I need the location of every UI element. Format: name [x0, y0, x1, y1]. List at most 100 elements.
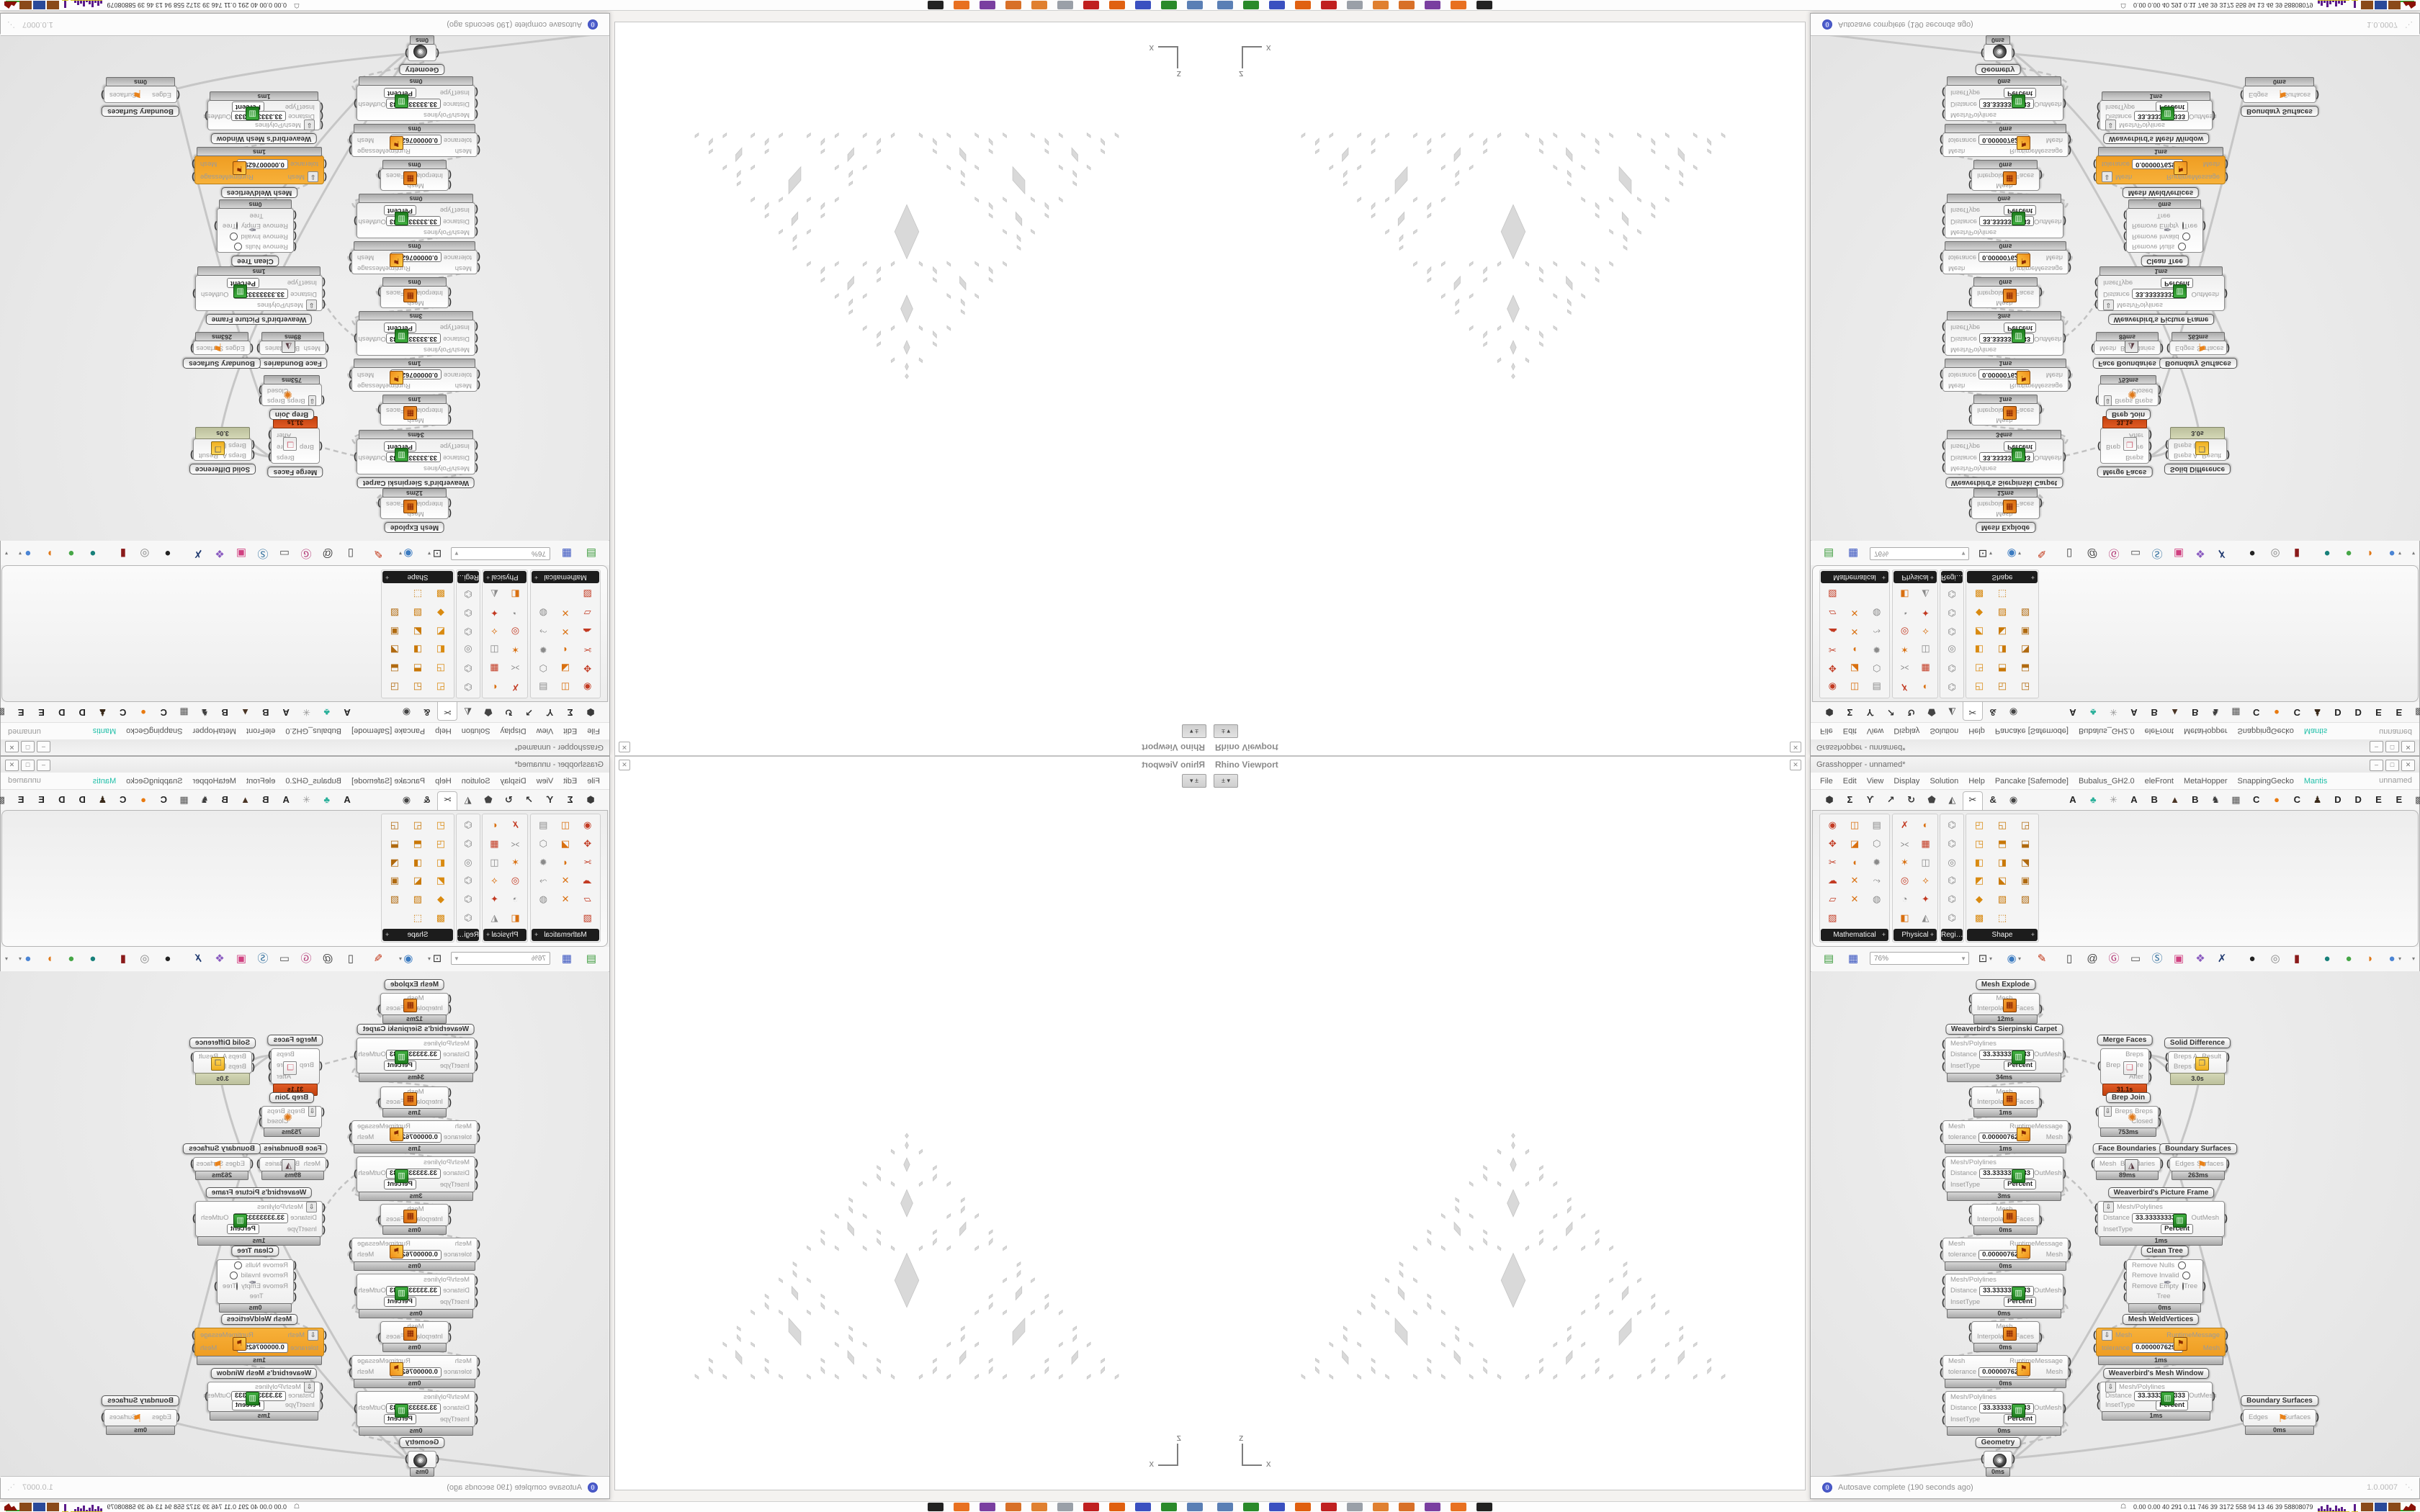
component-tab-icon[interactable]: Σ — [567, 794, 573, 805]
component-icon[interactable]: ◰ — [436, 819, 446, 830]
node-label-boundary-surfaces-2[interactable]: Boundary Surfaces — [102, 1395, 179, 1406]
component-tab-icon[interactable]: D — [2334, 707, 2341, 718]
component-icon[interactable]: ◲ — [390, 682, 400, 693]
paint-app-icon[interactable] — [1373, 1503, 1389, 1511]
component-tab-icon[interactable]: ↗ — [1886, 794, 1895, 805]
chevron-down-icon[interactable]: ▾ — [18, 955, 22, 962]
component-icon[interactable]: ✦ — [490, 607, 498, 618]
toolbar-button-icon[interactable]: ▭ — [279, 953, 290, 965]
component-icon[interactable]: ◨ — [1997, 856, 2007, 868]
owl-app-icon[interactable] — [1425, 1, 1440, 9]
node-label-solid-difference[interactable]: Solid Difference — [189, 464, 256, 474]
gh-node-weld-3[interactable]: (Mesh RuntimeMessage)(tolerance 0.00000762… — [349, 124, 480, 157]
gh-node-weld-2[interactable]: (Mesh RuntimeMessage)(tolerance 0.00000762… — [349, 1238, 480, 1271]
component-icon[interactable]: ⌬ — [464, 875, 472, 886]
chevron-down-icon[interactable]: ▾ — [1989, 550, 1993, 557]
component-tab-icon[interactable]: ✳ — [302, 707, 310, 718]
palette-category-label[interactable]: Regi… — [457, 571, 479, 583]
component-tab-icon[interactable]: ▩ — [2414, 794, 2420, 805]
component-tab-icon[interactable]: ● — [2274, 707, 2280, 718]
gh-node-geometry[interactable]: () ◉ 0ms — [405, 1451, 439, 1477]
component-tab-icon[interactable]: Σ — [567, 707, 573, 718]
chevron-down-icon[interactable]: ▼ — [454, 955, 460, 962]
component-icon[interactable]: ◖ — [1852, 856, 1857, 868]
component-icon[interactable]: ◱ — [1997, 819, 2007, 830]
menu-item-view[interactable]: View — [1866, 776, 1884, 786]
component-icon[interactable]: ◆ — [437, 894, 444, 905]
component-icon[interactable]: ⪥ — [1900, 663, 1909, 675]
node-label-boundary-surfaces-1[interactable]: Boundary Surfaces — [2159, 1143, 2237, 1154]
menu-item-pancake-safemode-[interactable]: Pancake [Safemode] — [351, 726, 426, 736]
gh-node-clean-tree[interactable]: (Remove Nulls(Remove Invalid(Remove Empt… — [2123, 199, 2206, 253]
node-label-solid-difference[interactable]: Solid Difference — [189, 1038, 256, 1048]
node-label-geometry[interactable]: Geometry — [399, 64, 445, 75]
flatten-icon[interactable]: ⇩ — [2104, 395, 2112, 406]
component-tab-icon[interactable]: ▦ — [179, 707, 189, 718]
component-tab-icon[interactable]: ✂ — [443, 707, 452, 718]
menu-item-pancake-safemode-[interactable]: Pancake [Safemode] — [1994, 726, 2069, 736]
toolbar-button-icon[interactable]: ● — [2323, 547, 2331, 559]
component-icon[interactable]: ▱ — [583, 894, 591, 905]
toolbar-button-icon[interactable]: ⊡ — [432, 547, 442, 559]
component-icon[interactable]: ▣ — [2020, 875, 2030, 886]
toolbar-button-icon[interactable]: ▤ — [586, 953, 597, 965]
component-icon[interactable]: ⬔ — [2020, 644, 2030, 656]
menu-item-edit[interactable]: Edit — [1842, 776, 1857, 786]
component-icon[interactable]: ⌬ — [464, 626, 472, 637]
port-toggle-icon[interactable] — [229, 232, 238, 240]
toolbar-button-icon[interactable]: ✗ — [2217, 547, 2227, 559]
chevron-down-icon[interactable]: ▾ — [2398, 550, 2402, 557]
component-icon[interactable]: ◖ — [563, 856, 568, 868]
node-label-merge-faces[interactable]: Merge Faces — [2097, 467, 2153, 477]
component-icon[interactable]: ▣ — [2020, 626, 2030, 637]
component-tab-icon[interactable]: ▩ — [0, 794, 9, 806]
flatten-icon[interactable]: ⇩ — [2103, 299, 2114, 310]
component-icon[interactable]: ◫ — [1850, 819, 1860, 830]
component-tab-icon[interactable]: ⬢ — [586, 707, 595, 718]
component-icon[interactable]: ✦ — [490, 894, 498, 905]
component-tab-icon[interactable]: ⬢ — [586, 794, 595, 805]
component-icon[interactable]: ☁ — [583, 875, 593, 886]
floppy-save-icon[interactable] — [1135, 1, 1151, 9]
menu-item-snappinggecko[interactable]: SnappingGecko — [2237, 726, 2294, 736]
component-icon[interactable]: ◧ — [511, 912, 520, 924]
component-icon[interactable]: ◆ — [437, 607, 444, 618]
component-icon[interactable]: ✦ — [1922, 894, 1930, 905]
component-tab-icon[interactable]: & — [424, 707, 431, 718]
component-tab-icon[interactable]: ◭ — [1948, 707, 1956, 718]
gh-node-face-boundaries[interactable]: (MeshBoundaries)◮89ms — [256, 1157, 329, 1180]
gh-node-solid-difference[interactable]: (Breps A Result)(Breps B ❐ 3.0s — [2165, 1051, 2230, 1085]
node-label-merge-faces[interactable]: Merge Faces — [2097, 1035, 2153, 1045]
gh-node-boundary-surfaces-1[interactable]: (Edges Surfaces) ⚑ 263ms — [190, 1157, 254, 1180]
palette-category-label[interactable]: Shape + — [382, 571, 453, 583]
component-icon[interactable]: ⤳ — [1873, 875, 1881, 886]
component-icon[interactable]: ▩ — [1974, 588, 1984, 600]
toolbar-button-icon[interactable]: ● — [2345, 953, 2352, 965]
chevron-down-icon[interactable]: ▾ — [427, 550, 431, 557]
component-tab-icon[interactable]: ↗ — [525, 707, 534, 718]
component-icon[interactable]: ◲ — [2020, 819, 2030, 830]
component-icon[interactable]: ✕ — [561, 875, 570, 886]
component-tab-icon[interactable]: C — [120, 794, 127, 805]
menu-item-solution[interactable]: Solution — [461, 776, 490, 786]
component-tab-icon[interactable]: ϒ — [546, 707, 554, 718]
component-tab-icon[interactable]: ↻ — [1907, 794, 1916, 805]
component-tab-icon[interactable]: ✂ — [1968, 794, 1977, 805]
toolbar-button-icon[interactable]: @ — [2087, 953, 2098, 965]
component-icon[interactable]: ◉ — [583, 682, 592, 693]
component-tab-icon[interactable]: ♟ — [98, 707, 107, 718]
component-tab-icon[interactable]: ◉ — [2009, 707, 2018, 718]
component-icon[interactable]: ◫ — [490, 856, 499, 868]
flatten-icon[interactable]: ⇩ — [2104, 1106, 2112, 1117]
component-tab-icon[interactable]: A — [282, 707, 290, 718]
package-manager-icon[interactable] — [1161, 1503, 1177, 1511]
package-manager-icon[interactable] — [1161, 1, 1177, 9]
component-tab-icon[interactable]: ◉ — [402, 707, 411, 718]
component-icon[interactable]: ◨ — [1997, 644, 2007, 656]
component-tab-icon[interactable]: ▩ — [0, 706, 9, 718]
component-tab-icon[interactable]: ◉ — [402, 794, 411, 805]
